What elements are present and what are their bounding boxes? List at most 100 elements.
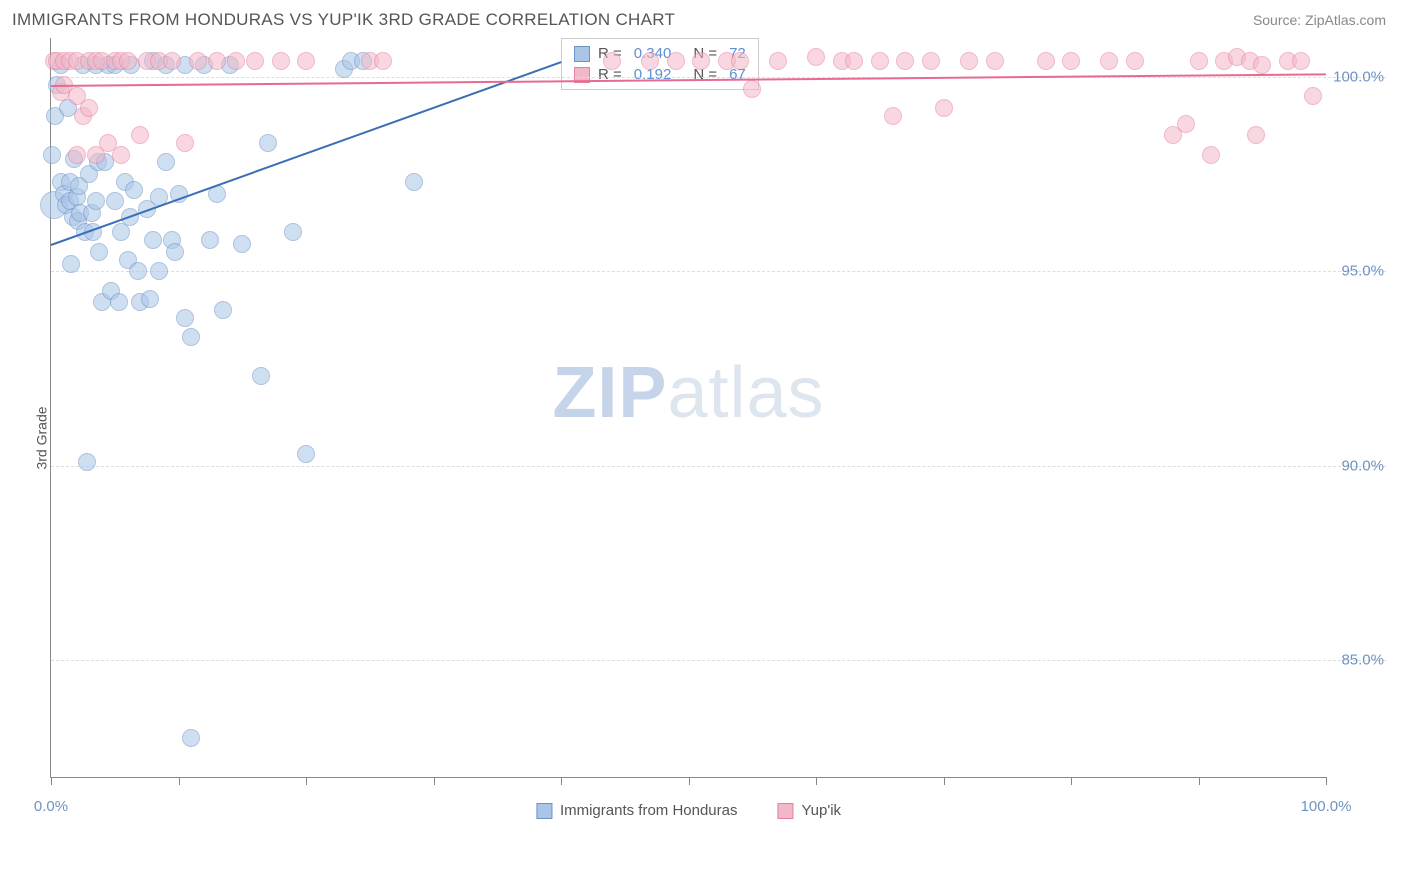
x-tick [306,777,307,785]
x-tick [561,777,562,785]
scatter-point-yupik [1062,52,1080,70]
bottom-legend-item: Yup'ik [778,802,842,819]
scatter-point-honduras [233,235,251,253]
scatter-point-yupik [272,52,290,70]
watermark-atlas: atlas [667,353,824,433]
gridline-h [51,77,1386,78]
chart-header: IMMIGRANTS FROM HONDURAS VS YUP'IK 3RD G… [0,0,1406,38]
scatter-point-honduras [252,367,270,385]
scatter-point-yupik [1202,146,1220,164]
bottom-legend-item: Immigrants from Honduras [536,802,738,819]
scatter-point-honduras [106,192,124,210]
legend-swatch [574,46,590,62]
y-axis-label: 3rd Grade [34,406,50,469]
x-tick [944,777,945,785]
scatter-point-yupik [743,80,761,98]
scatter-point-yupik [131,126,149,144]
scatter-point-yupik [246,52,264,70]
scatter-point-yupik [896,52,914,70]
scatter-point-yupik [1304,87,1322,105]
scatter-point-yupik [112,146,130,164]
scatter-point-honduras [141,290,159,308]
scatter-point-yupik [603,52,621,70]
scatter-point-yupik [1247,126,1265,144]
scatter-point-honduras [87,192,105,210]
scatter-point-honduras [259,134,277,152]
scatter-point-yupik [641,52,659,70]
scatter-point-yupik [960,52,978,70]
chart-source: Source: ZipAtlas.com [1253,12,1386,28]
scatter-point-yupik [884,107,902,125]
scatter-point-honduras [78,453,96,471]
x-tick [179,777,180,785]
scatter-point-honduras [112,223,130,241]
scatter-point-honduras [166,243,184,261]
scatter-point-honduras [182,729,200,747]
scatter-point-yupik [1126,52,1144,70]
scatter-point-yupik [163,52,181,70]
scatter-point-honduras [110,293,128,311]
scatter-point-yupik [1253,56,1271,74]
legend-swatch [778,803,794,819]
scatter-point-yupik [189,52,207,70]
scatter-point-honduras [157,153,175,171]
chart-container: 3rd Grade ZIPatlas R =0.340N =72R = 0.19… [50,38,1386,838]
scatter-point-yupik [871,52,889,70]
x-tick [689,777,690,785]
y-tick-label: 90.0% [1341,457,1384,474]
scatter-point-yupik [1177,115,1195,133]
scatter-point-honduras [62,255,80,273]
gridline-h [51,271,1386,272]
scatter-point-honduras [214,301,232,319]
scatter-point-yupik [227,52,245,70]
y-tick-label: 100.0% [1333,68,1384,85]
scatter-point-yupik [119,52,137,70]
series-legend: Immigrants from Honduras Yup'ik [536,802,841,819]
bottom-legend-label: Immigrants from Honduras [560,802,738,819]
scatter-point-yupik [986,52,1004,70]
x-tick [1071,777,1072,785]
scatter-point-yupik [176,134,194,152]
scatter-point-yupik [807,48,825,66]
scatter-point-yupik [374,52,392,70]
scatter-point-yupik [1100,52,1118,70]
x-tick-label: 100.0% [1301,798,1352,815]
watermark: ZIPatlas [552,352,824,434]
scatter-point-honduras [150,262,168,280]
gridline-h [51,466,1386,467]
scatter-point-honduras [201,231,219,249]
scatter-point-yupik [1190,52,1208,70]
scatter-point-honduras [176,309,194,327]
legend-swatch [536,803,552,819]
scatter-point-yupik [297,52,315,70]
scatter-point-yupik [769,52,787,70]
x-tick [434,777,435,785]
scatter-point-yupik [68,146,86,164]
y-tick-label: 85.0% [1341,652,1384,669]
scatter-point-yupik [731,52,749,70]
scatter-point-yupik [845,52,863,70]
scatter-point-honduras [90,243,108,261]
scatter-point-yupik [692,52,710,70]
watermark-zip: ZIP [552,353,667,433]
scatter-point-honduras [125,181,143,199]
scatter-point-honduras [284,223,302,241]
scatter-point-honduras [297,445,315,463]
x-tick [816,777,817,785]
plot-area: ZIPatlas R =0.340N =72R = 0.192N =67 Imm… [50,38,1326,778]
scatter-point-yupik [80,99,98,117]
scatter-point-yupik [667,52,685,70]
scatter-point-yupik [1037,52,1055,70]
scatter-point-honduras [405,173,423,191]
gridline-h [51,660,1386,661]
scatter-point-honduras [129,262,147,280]
x-tick-label: 0.0% [34,798,68,815]
x-tick [51,777,52,785]
x-tick [1326,777,1327,785]
scatter-point-yupik [935,99,953,117]
y-tick-label: 95.0% [1341,263,1384,280]
chart-title: IMMIGRANTS FROM HONDURAS VS YUP'IK 3RD G… [12,10,675,30]
scatter-point-yupik [208,52,226,70]
bottom-legend-label: Yup'ik [802,802,842,819]
scatter-point-honduras [182,328,200,346]
